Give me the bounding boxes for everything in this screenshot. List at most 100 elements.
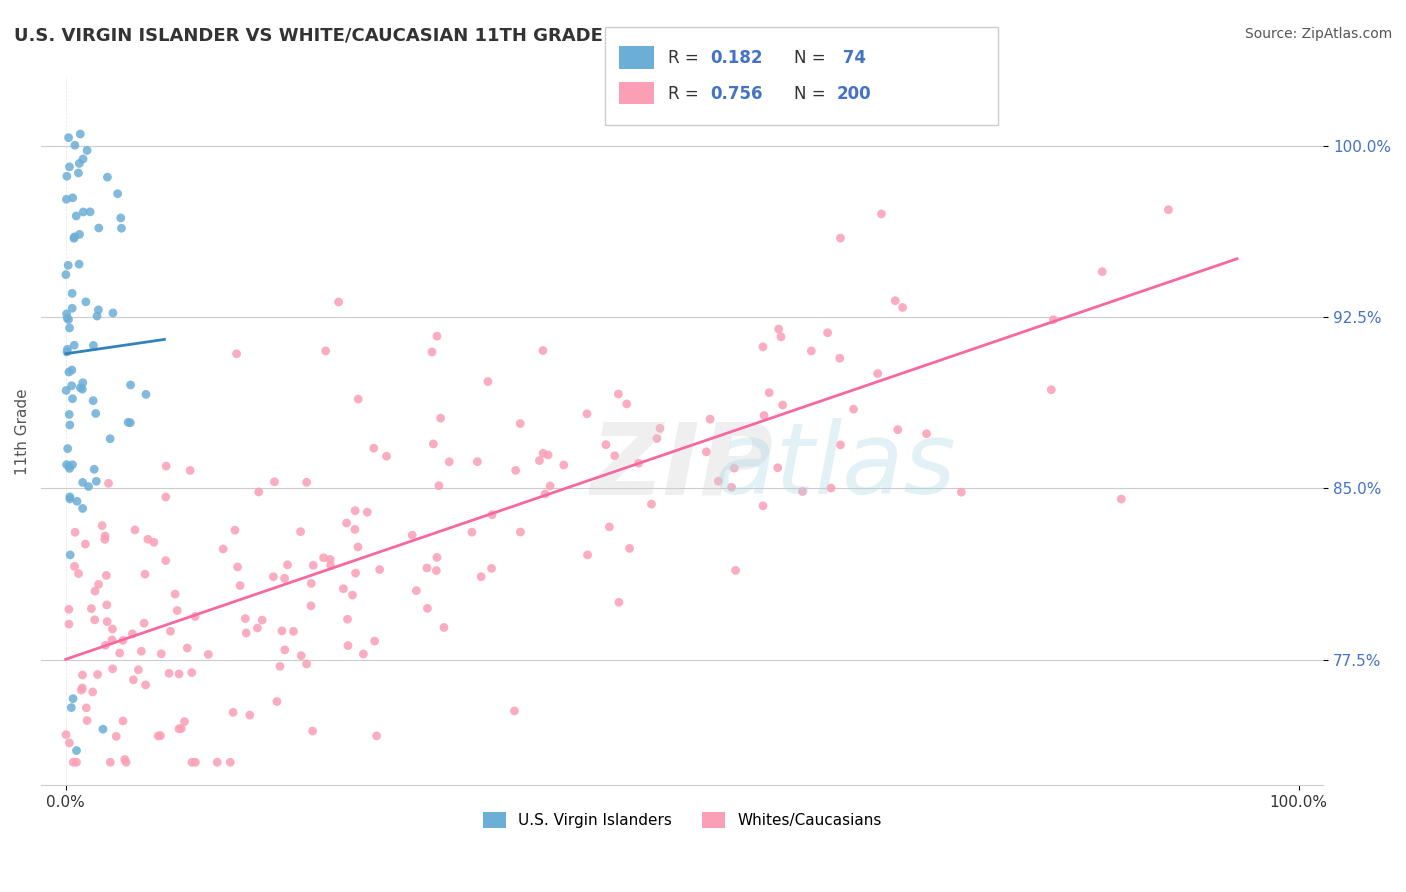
Point <box>226 560 249 574</box>
Point <box>477 375 499 389</box>
Point <box>439 455 461 469</box>
Point <box>274 643 297 657</box>
Point <box>283 624 305 639</box>
Point <box>149 729 172 743</box>
Point <box>180 665 202 680</box>
Point <box>120 416 142 430</box>
Point <box>884 293 907 308</box>
Point <box>124 523 146 537</box>
Point <box>72 475 94 490</box>
Point <box>76 714 98 728</box>
Point <box>120 378 142 392</box>
Legend: U.S. Virgin Islanders, Whites/Caucasians: U.S. Virgin Islanders, Whites/Caucasians <box>477 805 887 834</box>
Point <box>135 387 157 401</box>
Text: R =: R = <box>668 85 704 103</box>
Point <box>427 478 450 492</box>
Point <box>60 301 83 316</box>
Point <box>58 365 80 379</box>
Point <box>553 458 575 472</box>
Point <box>529 453 551 467</box>
Point <box>67 566 90 581</box>
Point <box>97 476 120 491</box>
Point <box>59 490 82 504</box>
Point <box>58 461 80 475</box>
Point <box>752 340 775 354</box>
Point <box>62 392 84 406</box>
Point <box>603 449 626 463</box>
Point <box>233 611 256 625</box>
Point <box>616 397 638 411</box>
Point <box>235 626 257 640</box>
Point <box>645 432 668 446</box>
Point <box>87 302 110 317</box>
Point <box>212 541 235 556</box>
Point <box>83 613 105 627</box>
Text: Source: ZipAtlas.com: Source: ZipAtlas.com <box>1244 27 1392 41</box>
Point <box>91 518 114 533</box>
Point <box>950 485 973 500</box>
Point <box>86 667 108 681</box>
Point <box>184 756 207 770</box>
Point <box>627 456 650 470</box>
Point <box>433 620 456 634</box>
Point <box>352 647 374 661</box>
Point <box>752 409 775 423</box>
Point <box>72 152 94 166</box>
Point <box>769 330 792 344</box>
Point <box>915 426 938 441</box>
Point <box>295 475 318 490</box>
Point <box>150 647 173 661</box>
Point <box>136 533 159 547</box>
Point <box>108 646 131 660</box>
Text: 200: 200 <box>837 85 872 103</box>
Point <box>132 616 155 631</box>
Point <box>63 338 86 352</box>
Point <box>72 382 94 396</box>
Point <box>70 683 93 698</box>
Point <box>82 338 104 352</box>
Point <box>173 714 195 729</box>
Point <box>65 743 87 757</box>
Point <box>695 445 717 459</box>
Point <box>55 268 77 282</box>
Point <box>425 564 447 578</box>
Point <box>55 384 77 398</box>
Point <box>766 460 789 475</box>
Point <box>420 345 443 359</box>
Point <box>301 724 323 739</box>
Point <box>576 407 599 421</box>
Point <box>347 540 370 554</box>
Point <box>416 601 439 615</box>
Point <box>135 678 157 692</box>
Point <box>63 138 86 153</box>
Point <box>607 595 630 609</box>
Text: 0.182: 0.182 <box>710 49 762 67</box>
Point <box>595 438 617 452</box>
Point <box>96 615 118 629</box>
Point <box>1091 265 1114 279</box>
Point <box>820 481 842 495</box>
Point <box>167 667 190 681</box>
Point <box>336 639 359 653</box>
Point <box>58 160 80 174</box>
Point <box>83 462 105 476</box>
Point <box>96 598 118 612</box>
Point <box>72 681 94 695</box>
Point <box>752 499 775 513</box>
Text: U.S. VIRGIN ISLANDER VS WHITE/CAUCASIAN 11TH GRADE CORRELATION CHART: U.S. VIRGIN ISLANDER VS WHITE/CAUCASIAN … <box>14 27 824 45</box>
Point <box>101 306 124 320</box>
Point <box>75 294 97 309</box>
Point <box>80 601 103 615</box>
Point <box>426 550 449 565</box>
Point <box>336 612 359 626</box>
Point <box>86 475 108 489</box>
Point <box>344 503 367 517</box>
Point <box>707 474 730 488</box>
Point <box>56 311 79 326</box>
Point <box>58 408 80 422</box>
Point <box>401 528 423 542</box>
Point <box>197 648 219 662</box>
Point <box>167 722 190 736</box>
Point <box>72 668 94 682</box>
Point <box>290 648 312 663</box>
